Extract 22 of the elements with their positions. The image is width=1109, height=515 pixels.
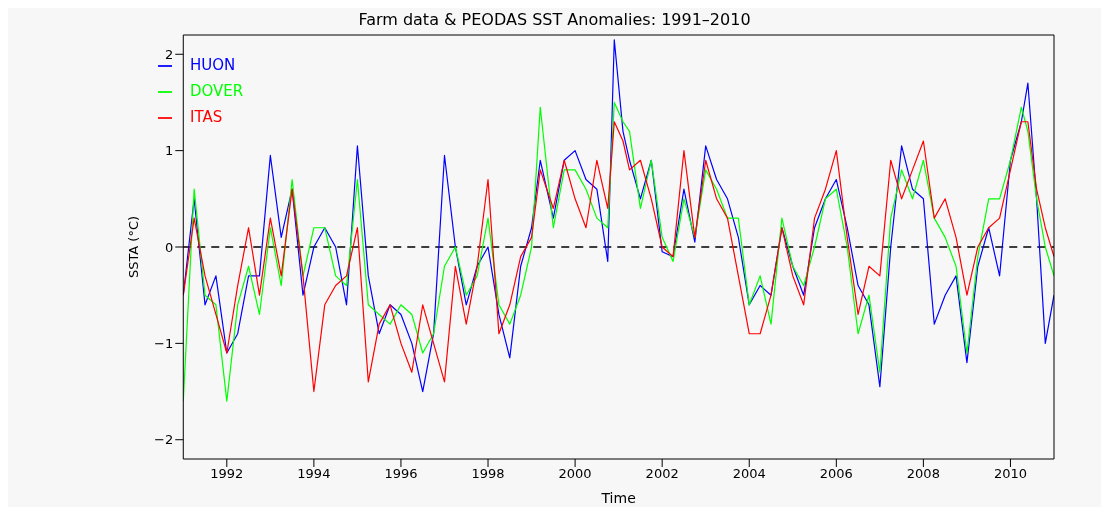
x-tick-label: 2002 (645, 466, 679, 482)
x-tick-label: 1992 (210, 466, 244, 482)
y-tick-label: −1 (154, 335, 174, 351)
x-tick-label: 2004 (732, 466, 766, 482)
y-tick-label: 2 (164, 46, 174, 62)
x-tick-label: 2006 (819, 466, 853, 482)
y-tick-label: −2 (154, 432, 174, 448)
x-tick-label: 1994 (297, 466, 331, 482)
legend-label: ITAS (190, 108, 223, 126)
chart-title: Farm data & PEODAS SST Anomalies: 1991–2010 (357, 10, 752, 29)
y-axis-title: SSTA (°C) (125, 215, 141, 279)
x-tick-label: 1996 (384, 466, 418, 482)
y-tick-label: 1 (164, 143, 174, 159)
line-series (183, 39, 1054, 393)
legend-label: DOVER (190, 82, 244, 100)
x-tick-label: 1998 (471, 466, 505, 482)
x-tick-label: 2008 (906, 466, 940, 482)
y-tick-label: 0 (164, 239, 174, 255)
x-tick-label: 2010 (993, 466, 1028, 482)
x-axis-title: Time (600, 490, 636, 506)
x-tick-label: 2000 (558, 466, 592, 482)
legend-label: HUON (190, 56, 236, 74)
